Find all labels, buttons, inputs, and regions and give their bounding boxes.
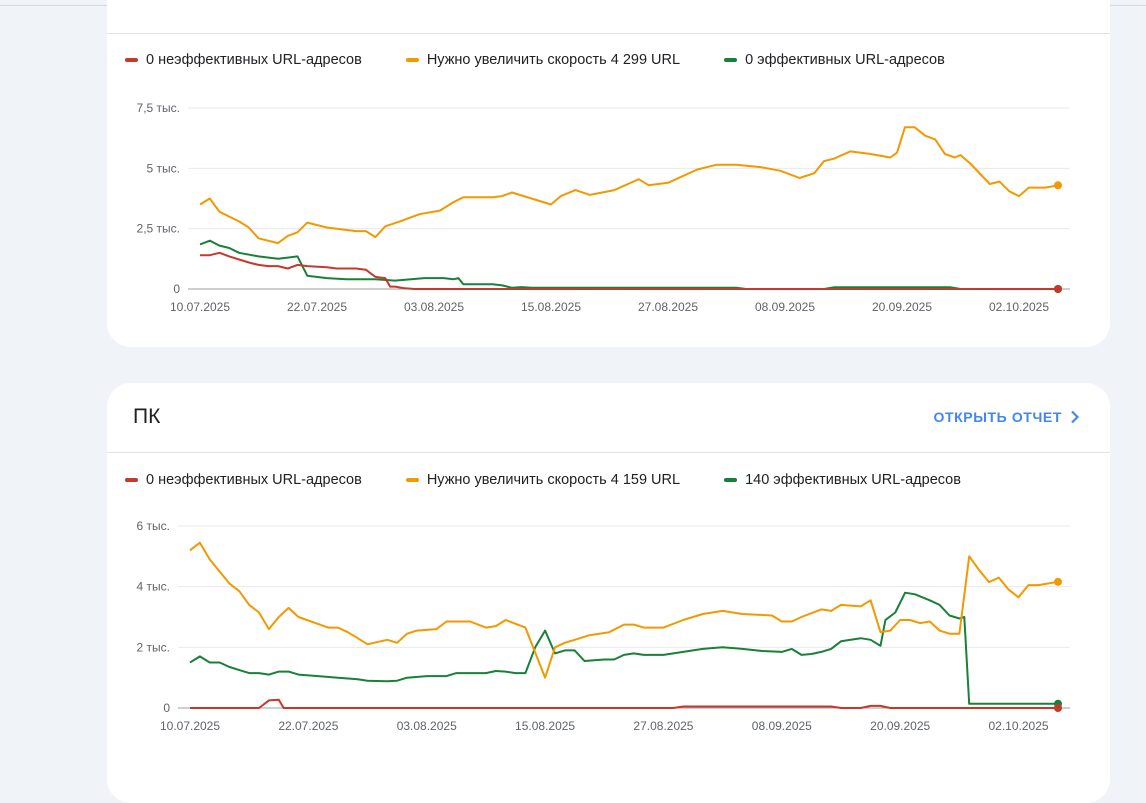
x-tick-label: 10.07.2025	[170, 300, 230, 314]
x-tick-label: 10.07.2025	[160, 719, 220, 733]
series-end-dot-needs_improvement[interactable]	[1054, 181, 1062, 190]
legend-label: 140 эффективных URL-адресов	[745, 472, 961, 488]
legend-label: 0 неэффективных URL-адресов	[146, 52, 362, 68]
good-swatch-icon	[724, 478, 738, 482]
open-report-button[interactable]: ОТКРЫТЬ ОТЧЕТ	[933, 409, 1080, 425]
series-line-poor	[190, 698, 1058, 709]
legend-label: 0 неэффективных URL-адресов	[146, 472, 362, 488]
series-end-dot-needs_improvement[interactable]	[1054, 577, 1062, 586]
y-tick-label: 2 тыс.	[137, 640, 170, 654]
series-end-dot-poor[interactable]	[1054, 285, 1062, 293]
legend-label: Нужно увеличить скорость 4 159 URL	[426, 472, 681, 488]
poor-swatch-icon	[125, 478, 138, 482]
card-title: ПК	[133, 405, 161, 428]
series-end-dot-poor[interactable]	[1054, 704, 1062, 712]
series-line-needs_improvement	[189, 541, 1059, 679]
legend-item-good[interactable]: 140 эффективных URL-адресов	[724, 472, 961, 488]
legend-item-poor[interactable]: 0 неэффективных URL-адресов	[125, 52, 362, 68]
y-tick-label: 6 тыс.	[137, 519, 170, 533]
good-swatch-icon	[724, 58, 738, 62]
x-tick-label: 03.08.2025	[397, 719, 457, 733]
x-tick-label: 22.07.2025	[278, 719, 338, 733]
x-tick-label: 27.08.2025	[638, 300, 698, 314]
card-divider	[107, 452, 1110, 453]
y-tick-label: 2,5 тыс.	[137, 222, 180, 236]
legend-item-good[interactable]: 0 эффективных URL-адресов	[724, 52, 945, 68]
chart-desktop: 0 2 тыс. 4 тыс. 6 тыс. 10.07.2025 22.07.2025 0…	[137, 519, 1070, 733]
y-tick-label: 5 тыс.	[147, 161, 180, 175]
x-tick-label: 15.08.2025	[515, 719, 575, 733]
needs-improvement-swatch-icon	[405, 58, 419, 62]
legend-label: Нужно увеличить скорость 4 299 URL	[426, 52, 681, 68]
legend-item-poor[interactable]: 0 неэффективных URL-адресов	[125, 472, 362, 488]
x-tick-label: 15.08.2025	[521, 300, 581, 314]
y-tick-label: 4 тыс.	[137, 580, 170, 594]
legend-item-needs-improvement[interactable]: Нужно увеличить скорость 4 159 URL	[405, 472, 681, 488]
x-tick-label: 20.09.2025	[872, 300, 932, 314]
card-divider	[107, 33, 1110, 34]
y-tick-label: 0	[163, 701, 170, 715]
chart-mobile: 0 2,5 тыс. 5 тыс. 7,5 тыс. 10.07.2025 22.07.2…	[137, 101, 1070, 314]
chevron-right-icon	[1071, 410, 1080, 424]
open-report-label: ОТКРЫТЬ ОТЧЕТ	[933, 409, 1062, 425]
legend-item-needs-improvement[interactable]: Нужно увеличить скорость 4 299 URL	[405, 52, 681, 68]
x-tick-label: 20.09.2025	[870, 719, 930, 733]
x-tick-label: 22.07.2025	[287, 300, 347, 314]
x-tick-label: 08.09.2025	[755, 300, 815, 314]
series-line-poor	[200, 251, 1058, 290]
chart-legend: 0 неэффективных URL-адресов Нужно увелич…	[125, 472, 1005, 488]
x-tick-label: 03.08.2025	[404, 300, 464, 314]
chart-legend: 0 неэффективных URL-адресов Нужно увелич…	[125, 52, 989, 68]
report-card-desktop: ПК ОТКРЫТЬ ОТЧЕТ 0 неэффективных URL-адр…	[107, 383, 1110, 803]
x-tick-label: 27.08.2025	[633, 719, 693, 733]
series-line-good	[189, 591, 1058, 705]
x-tick-label: 02.10.2025	[989, 719, 1049, 733]
series-line-needs_improvement	[199, 126, 1059, 245]
y-tick-label: 0	[173, 282, 180, 296]
poor-swatch-icon	[125, 58, 138, 62]
legend-label: 0 эффективных URL-адресов	[745, 52, 945, 68]
y-tick-label: 7,5 тыс.	[137, 101, 180, 115]
needs-improvement-swatch-icon	[405, 478, 419, 482]
x-tick-label: 08.09.2025	[752, 719, 812, 733]
x-tick-label: 02.10.2025	[989, 300, 1049, 314]
